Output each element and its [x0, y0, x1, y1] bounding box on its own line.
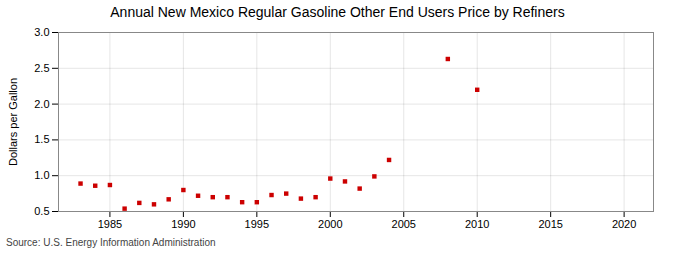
svg-text:3.0: 3.0 [34, 26, 49, 38]
svg-text:2.0: 2.0 [34, 98, 49, 110]
svg-text:2.5: 2.5 [34, 62, 49, 74]
svg-text:1.5: 1.5 [34, 133, 49, 145]
svg-text:Dollars per Gallon: Dollars per Gallon [7, 78, 19, 166]
svg-text:1.0: 1.0 [34, 169, 49, 181]
svg-text:2015: 2015 [538, 218, 562, 230]
svg-text:1985: 1985 [98, 218, 122, 230]
svg-text:0.5: 0.5 [34, 205, 49, 217]
html-text:Source: U.S. Energy Informatio: Source: U.S. Energy Information Administ… [6, 237, 216, 248]
html-text:Annual New Mexico Regular Gaso: Annual New Mexico Regular Gasoline Other… [110, 4, 565, 20]
svg-text:1995: 1995 [245, 218, 269, 230]
svg-text:1990: 1990 [171, 218, 195, 230]
svg-text:2005: 2005 [392, 218, 416, 230]
svg-text:2000: 2000 [318, 218, 342, 230]
svg-text:2020: 2020 [612, 218, 636, 230]
svg-text:2010: 2010 [465, 218, 489, 230]
